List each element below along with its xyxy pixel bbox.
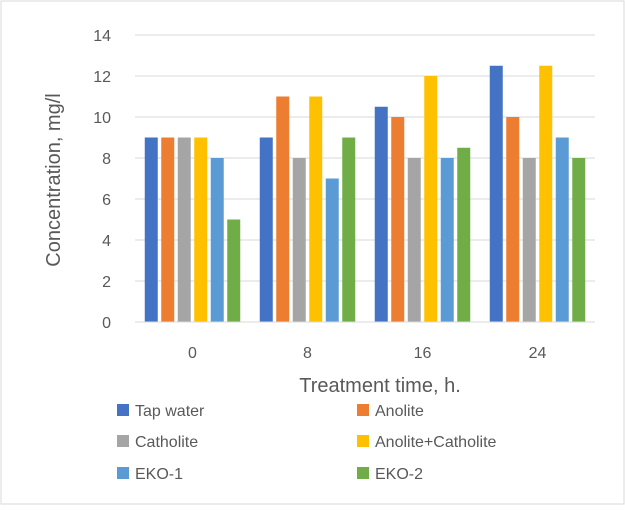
- y-axis-title: Concentration, mg/l: [43, 93, 65, 266]
- y-tick-label: 8: [102, 151, 111, 168]
- y-tick-label: 14: [93, 28, 111, 45]
- legend-swatch: [117, 435, 129, 447]
- bar: [276, 96, 290, 322]
- bar: [227, 219, 241, 322]
- bar: [522, 158, 536, 322]
- x-axis-title: Treatment time, h.: [299, 375, 461, 397]
- y-tick-label: 10: [93, 110, 111, 127]
- bar: [440, 158, 454, 322]
- x-tick-label: 8: [303, 345, 312, 362]
- bar: [391, 117, 405, 322]
- bar: [161, 137, 175, 322]
- bar: [555, 137, 569, 322]
- legend-label: Tap water: [135, 403, 205, 420]
- bar: [342, 137, 356, 322]
- y-tick-label: 0: [102, 315, 111, 332]
- bar: [457, 147, 471, 322]
- legend-swatch: [357, 404, 369, 416]
- bar: [177, 137, 191, 322]
- y-tick-label: 6: [102, 192, 111, 209]
- bar: [210, 158, 224, 322]
- legend-swatch: [357, 435, 369, 447]
- bar: [259, 137, 273, 322]
- bar: [539, 65, 553, 322]
- x-tick-labels: 0 8 16 24: [188, 345, 546, 362]
- bar: [506, 117, 520, 322]
- bar: [194, 137, 208, 322]
- bars: [144, 65, 586, 322]
- y-tick-label: 12: [93, 69, 111, 86]
- legend-swatch: [117, 404, 129, 416]
- x-tick-label: 0: [188, 345, 197, 362]
- bar: [407, 158, 421, 322]
- legend-swatch: [117, 467, 129, 479]
- bar: [292, 158, 306, 322]
- legend-label: Anolite+Catholite: [375, 434, 497, 451]
- bar: [325, 178, 339, 322]
- legend-swatch: [357, 467, 369, 479]
- x-tick-label: 24: [529, 345, 547, 362]
- bar: [572, 158, 586, 322]
- bar: [489, 65, 503, 322]
- legend-label: EKO-2: [375, 466, 423, 483]
- y-tick-labels: 0 2 4 6 8 10 12 14: [93, 28, 111, 332]
- legend-label: Catholite: [135, 434, 198, 451]
- bar: [309, 96, 323, 322]
- bar: [424, 76, 438, 322]
- x-tick-label: 16: [414, 345, 432, 362]
- bar: [374, 106, 388, 322]
- legend-label: Anolite: [375, 403, 424, 420]
- y-tick-label: 2: [102, 274, 111, 291]
- legend: Tap water Anolite Catholite Anolite+Catholi…: [117, 403, 497, 483]
- y-tick-label: 4: [102, 233, 111, 250]
- bar: [144, 137, 158, 322]
- legend-label: EKO-1: [135, 466, 183, 483]
